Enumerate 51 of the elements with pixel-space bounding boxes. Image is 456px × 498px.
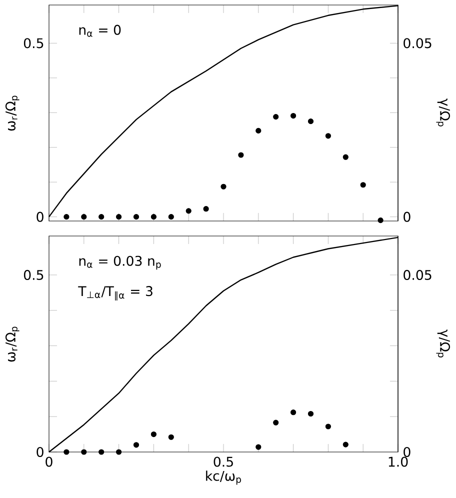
point <box>308 410 314 417</box>
point <box>133 442 140 448</box>
y-tick-label: 0 <box>36 446 44 458</box>
point <box>186 208 192 214</box>
point <box>290 410 296 416</box>
point <box>256 444 262 450</box>
point <box>98 449 104 455</box>
point <box>342 154 348 160</box>
x-tick-label: 0 <box>46 456 52 467</box>
point <box>238 152 244 158</box>
x-axis-title: kc/ω$_{p}$ <box>206 470 241 485</box>
y2-tick-label: 0 <box>404 446 410 458</box>
point <box>325 424 332 430</box>
point <box>203 206 209 212</box>
point <box>342 442 348 448</box>
annotation: n$_{α}$ = 0.03 n$_{p}$ <box>79 256 161 270</box>
x-tick-label: 1.0 <box>388 456 408 467</box>
point <box>168 434 174 440</box>
point <box>308 118 314 124</box>
annotation: T$_{⊥α}$/T$_{∥α}$ = 3 <box>78 286 152 301</box>
y2-tick-label: 0 <box>404 212 410 222</box>
point <box>133 214 140 220</box>
y-axis-title: ω$_{r}$/Ω$_{p}$ <box>5 326 20 362</box>
y2-axis-title: γ/Ω$_{p}$ <box>436 98 450 126</box>
point <box>220 184 226 190</box>
point <box>98 214 104 220</box>
point <box>378 217 384 224</box>
y-tick-label: 0 <box>36 212 44 222</box>
point <box>81 214 87 220</box>
point <box>325 133 332 139</box>
point <box>116 214 122 220</box>
y-tick-label: 0.5 <box>24 270 44 280</box>
point <box>273 114 279 120</box>
y-tick-label: 0.5 <box>24 38 44 48</box>
point <box>168 214 174 220</box>
point <box>150 431 157 438</box>
point <box>360 182 366 188</box>
point <box>273 420 279 426</box>
point <box>64 449 70 455</box>
point <box>116 449 122 455</box>
annotation: n$_{α}$ = 0 <box>79 24 121 37</box>
point <box>150 214 157 220</box>
y2-axis-title: γ/Ω$_{p}$ <box>436 330 450 358</box>
point <box>81 449 87 455</box>
y2-tick-label: 0.05 <box>404 38 432 48</box>
point <box>256 128 262 134</box>
y-axis-title: ω$_{r}$/Ω$_{p}$ <box>5 96 20 131</box>
y2-tick-label: 0.05 <box>404 270 432 280</box>
x-tick-label: 0.5 <box>214 456 233 467</box>
point <box>64 214 70 220</box>
point <box>290 112 296 119</box>
